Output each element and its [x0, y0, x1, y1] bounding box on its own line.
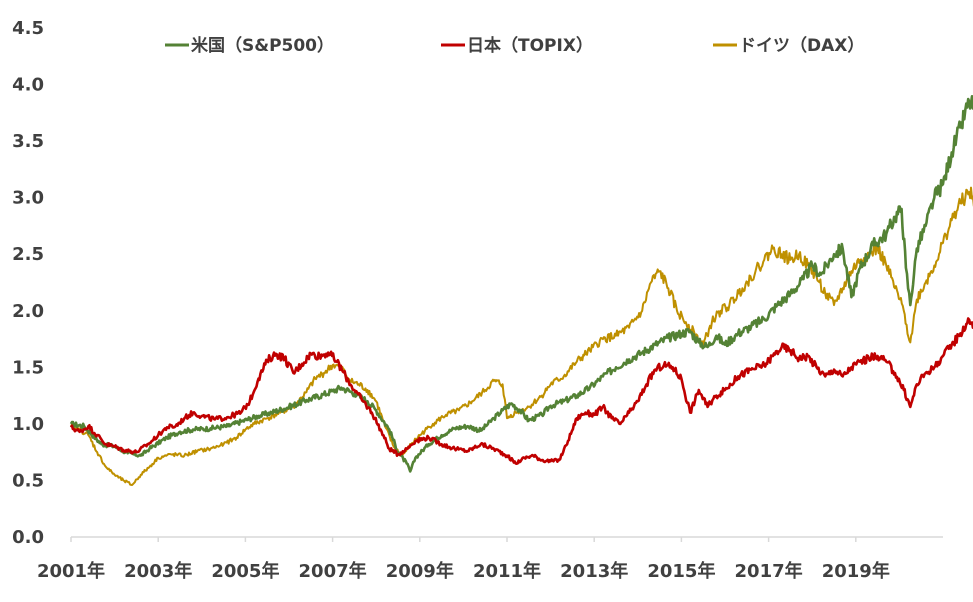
x-tick-label: 2009年: [386, 560, 454, 582]
legend-label-2: ドイツ（DAX）: [739, 35, 864, 56]
series-line-0: [69, 95, 973, 473]
chart-legend: 米国（S&P500） 日本（TOPIX） ドイツ（DAX）: [165, 35, 864, 56]
x-axis-ticks: 2001年 2003年 2005年 2007年 2009年 2011年 2013年 2015年…: [37, 560, 890, 582]
x-tick-label: 2019年: [822, 560, 890, 582]
series-line-1: [69, 317, 973, 465]
y-axis-ticks: 0.0 0.5 1.0 1.5 2.0 2.5 3.0 3.5 4.0 4.5: [12, 18, 44, 548]
y-tick-label: 2.5: [12, 244, 44, 265]
x-tick-label: 2001年: [37, 560, 105, 582]
y-tick-label: 1.0: [12, 414, 44, 435]
x-tick-label: 2015年: [647, 560, 715, 582]
y-tick-label: 0.0: [12, 527, 44, 548]
legend-label-1: 日本（TOPIX）: [467, 35, 593, 56]
x-tick-label: 2005年: [211, 560, 279, 582]
y-tick-label: 1.5: [12, 357, 44, 378]
y-tick-label: 0.5: [12, 470, 44, 491]
y-tick-label: 4.0: [12, 75, 44, 96]
y-tick-label: 2.0: [12, 301, 44, 322]
x-tick-label: 2007年: [299, 560, 367, 582]
series-line-2: [70, 186, 973, 486]
chart-grid: [70, 536, 943, 542]
x-tick-label: 2013年: [560, 560, 628, 582]
y-tick-label: 3.5: [12, 131, 44, 152]
x-tick-label: 2017年: [735, 560, 803, 582]
x-tick-label: 2011年: [473, 560, 541, 582]
chart-series: [69, 95, 973, 486]
y-tick-label: 4.5: [12, 18, 44, 39]
legend-label-0: 米国（S&P500）: [191, 35, 334, 56]
x-tick-label: 2003年: [124, 560, 192, 582]
y-tick-label: 3.0: [12, 188, 44, 209]
